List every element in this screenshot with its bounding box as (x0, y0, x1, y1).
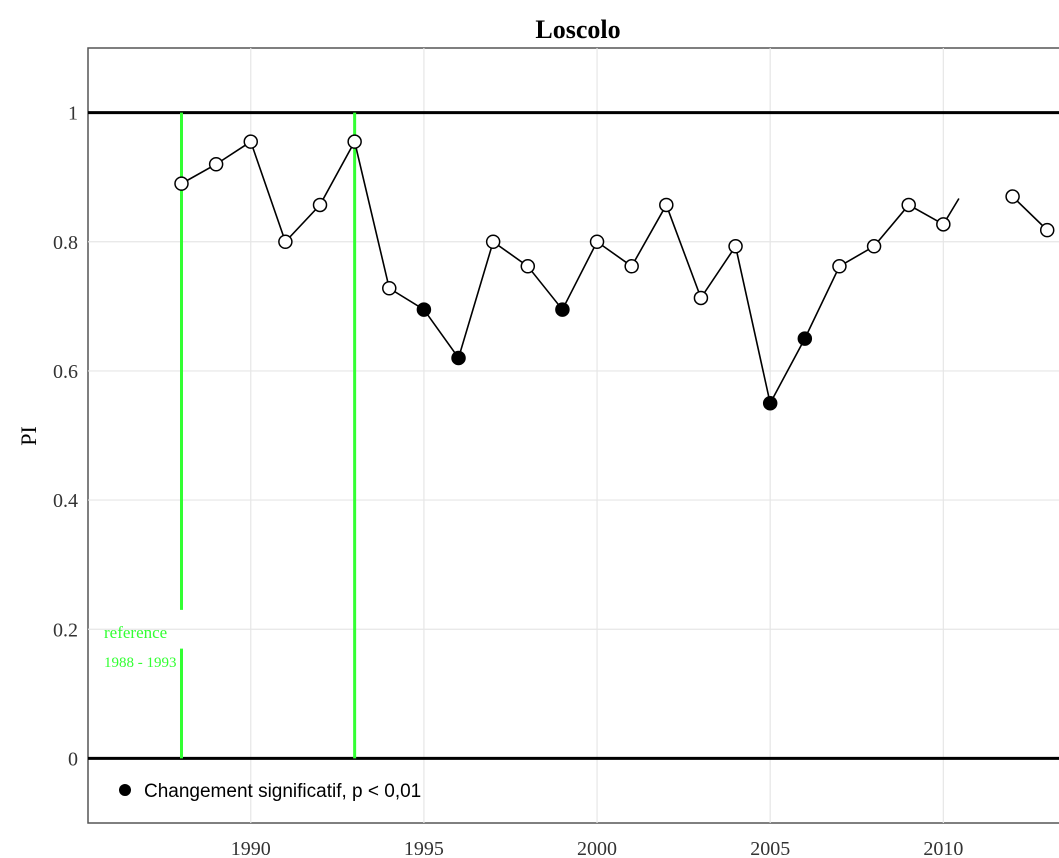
data-point-2007 (832, 259, 847, 274)
plot-area (87, 47, 1059, 824)
data-point-1996-significant (451, 350, 466, 366)
data-point-2003 (693, 290, 709, 306)
y-tick-label-0.4: 0.4 (53, 490, 78, 512)
data-point-1997 (485, 234, 501, 249)
x-tick-label-1995: 1995 (404, 838, 444, 858)
data-point-2004 (728, 239, 743, 254)
data-point-1989 (208, 157, 224, 172)
data-point-2002 (659, 197, 674, 213)
data-point-2008 (866, 239, 882, 254)
data-point-2012 (1005, 189, 1020, 204)
y-tick-label-1: 1 (68, 103, 78, 125)
x-tick-label-1990: 1990 (231, 838, 271, 858)
y-tick-label-0.6: 0.6 (53, 361, 78, 383)
reference-period (179, 112, 357, 759)
series-line-segment-2 (1012, 195, 1048, 231)
data-point-2013 (1039, 222, 1055, 238)
x-tick-labels: 1990 1995 2000 2005 2010 (231, 838, 964, 858)
data-point-1990 (243, 134, 259, 149)
data-point-2005-significant (762, 395, 778, 411)
x-tick-label-2010: 2010 (923, 838, 963, 858)
data-point-1991 (278, 234, 293, 249)
data-point-1993 (347, 134, 362, 149)
data-point-2000 (589, 234, 605, 249)
data-point-2001 (624, 259, 639, 274)
y-tick-label-0.2: 0.2 (53, 619, 78, 641)
data-point-1988 (174, 176, 189, 191)
data-point-1998 (520, 259, 536, 274)
reference-label-line2: 1988 - 1993 (104, 655, 177, 671)
data-point-1995-significant (416, 302, 432, 317)
reference-lines (88, 111, 1059, 760)
data-point-2006-significant (797, 331, 813, 346)
legend-label: Changement significatif, p < 0,01 (144, 781, 421, 802)
x-tick-label-2005: 2005 (750, 838, 790, 858)
chart-title: Loscolo (535, 15, 620, 44)
data-point-1999-significant (555, 302, 570, 317)
reference-label-line1: reference (104, 623, 167, 642)
data-point-1994 (382, 281, 397, 296)
legend-marker-significant (119, 784, 131, 796)
legend: Changement significatif, p < 0,01 (119, 781, 421, 802)
y-axis-label: PI (16, 426, 41, 446)
data-point-2010 (936, 217, 951, 232)
y-tick-label-0.8: 0.8 (53, 232, 78, 254)
x-tick-label-2000: 2000 (577, 838, 617, 858)
y-tick-labels: 0 0.2 0.4 0.6 0.8 1 (53, 103, 78, 771)
data-point-1992 (312, 197, 328, 213)
data-points (174, 134, 1055, 411)
y-tick-label-0: 0 (68, 748, 78, 770)
data-point-2009 (901, 197, 916, 213)
